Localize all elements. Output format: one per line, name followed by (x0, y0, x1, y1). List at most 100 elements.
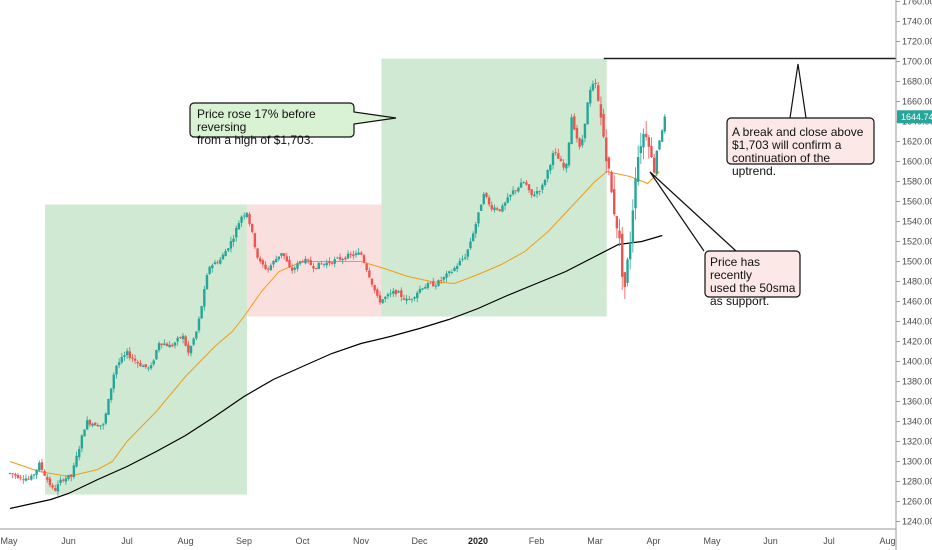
candle (376, 287, 379, 298)
candle-body (256, 248, 259, 258)
candle (447, 270, 451, 277)
candle (567, 141, 571, 168)
candle (618, 218, 621, 247)
candle-body (621, 233, 624, 277)
candle (16, 472, 20, 480)
y-tick-label: 1400.00 (902, 357, 932, 367)
candle-body (187, 344, 190, 353)
candle-body (179, 336, 182, 339)
candle (40, 458, 44, 473)
candle-body (208, 266, 211, 274)
candle-body (559, 158, 563, 162)
candle-body (429, 282, 432, 284)
candle-body (570, 117, 573, 145)
y-tick-label: 1500.00 (902, 257, 932, 267)
candle-body (101, 424, 105, 426)
x-tick-label: Apr (646, 536, 660, 546)
candle (165, 341, 169, 347)
candle (605, 129, 608, 173)
candle-body (511, 190, 515, 195)
candle-body (184, 336, 187, 346)
candle (285, 252, 289, 262)
x-tick-label: May (703, 536, 721, 546)
candle-body (32, 474, 36, 476)
candle (533, 191, 536, 197)
candle-body (519, 182, 523, 188)
candle-body (325, 262, 328, 266)
candle (139, 359, 142, 367)
candle-body (605, 137, 608, 162)
candle-body (168, 344, 171, 348)
x-tick-label: Jun (61, 536, 76, 546)
candle (83, 429, 86, 437)
candle-body (14, 473, 17, 476)
candle-body (639, 146, 643, 154)
candle (155, 349, 158, 361)
x-tick-label: Jul (823, 536, 835, 546)
candle (203, 285, 206, 311)
candle (426, 281, 430, 290)
candle (421, 287, 424, 291)
x-axis: May Jun Jul Aug Sep Oct Nov Dec 2020 Feb Mar Apr May… (0, 528, 896, 546)
candle (639, 132, 643, 165)
candle (109, 388, 113, 403)
candle (221, 252, 225, 260)
highlight-zones (45, 58, 607, 495)
candle-body (618, 230, 621, 239)
candle (631, 199, 635, 253)
y-tick-label: 1460.00 (902, 297, 932, 307)
candle (490, 201, 493, 212)
candle-body (453, 267, 456, 271)
candle-body (405, 298, 408, 301)
candle-body (573, 116, 576, 130)
candle (352, 250, 355, 260)
candle (586, 102, 589, 125)
candle-body (477, 212, 480, 224)
candle (565, 162, 568, 173)
candle (235, 225, 238, 242)
candle-body (314, 268, 318, 269)
candle-body (416, 292, 419, 299)
candle-body (213, 262, 217, 265)
candle-body (338, 257, 342, 260)
candle (163, 339, 166, 346)
candle (312, 262, 315, 273)
candle-body (594, 82, 597, 85)
candle-body (503, 202, 507, 206)
candle (208, 265, 211, 276)
candle-body (152, 360, 155, 365)
callout-support-text: Price has recently used the 50sma as sup… (710, 255, 796, 308)
candle (59, 476, 62, 486)
candle-body (78, 448, 81, 458)
candle (171, 343, 174, 348)
candle-body (447, 271, 451, 274)
y-tick-label: 1540.00 (902, 217, 932, 227)
candle (384, 296, 387, 303)
candle-body (93, 422, 97, 426)
candle-body (434, 285, 438, 287)
candle (78, 445, 81, 461)
candle (251, 223, 254, 234)
candle (429, 281, 432, 284)
candle-body (626, 259, 629, 283)
candle-body (469, 241, 472, 249)
candle-body (298, 261, 302, 264)
candle-body (11, 473, 14, 475)
candle (663, 114, 666, 134)
candle-body (232, 238, 235, 242)
candle-body (235, 227, 238, 238)
candle-body (120, 356, 123, 363)
candle (535, 186, 539, 198)
candle (301, 259, 304, 263)
candle-body (139, 362, 142, 367)
candle (485, 192, 488, 199)
candle (461, 255, 464, 262)
candle-body (243, 215, 246, 217)
candle-body (117, 362, 121, 366)
candle (570, 114, 573, 145)
candle-body (88, 420, 92, 425)
candle (469, 237, 472, 251)
candle (615, 216, 619, 239)
candle-body (370, 278, 374, 285)
candle-body (663, 116, 666, 132)
